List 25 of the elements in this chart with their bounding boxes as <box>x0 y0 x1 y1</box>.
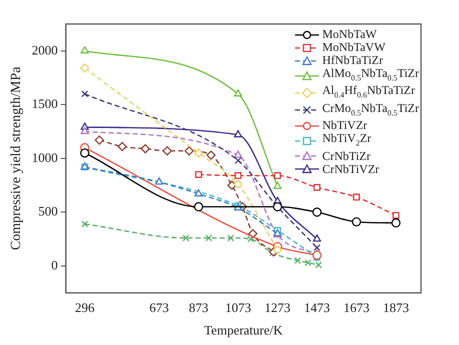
legend-label: MoNbTaVW <box>322 40 386 54</box>
x-tick-label: 1273 <box>264 300 291 316</box>
x-tick-label: 1873 <box>382 300 409 316</box>
x-axis-title: Temperature/K <box>204 322 284 338</box>
x-tick-label: 673 <box>149 300 169 316</box>
y-tick-label: 2000 <box>32 42 58 58</box>
legend-label: CrNbTiZr <box>322 148 370 163</box>
legend-label: MoNbTaW <box>322 27 377 41</box>
legend-label: HfNbTaTiZr <box>322 53 383 67</box>
x-tick-label: 1473 <box>304 300 330 316</box>
legend-label: Al$_{0.4}$Hf$_{0.6}$NbTaTiZr <box>322 83 415 102</box>
x-tick-label: 873 <box>188 300 208 316</box>
legend-label: NbTiVZr <box>322 118 368 132</box>
y-tick-label: 1500 <box>32 96 58 112</box>
legend-label: NbTiV$_{2}$Zr <box>322 131 372 150</box>
x-tick-label: 1673 <box>343 300 370 316</box>
legend-label: CrNbTiVZr <box>322 162 380 176</box>
legend-label: CrMo$_{0.5}$NbTa$_{0.5}$TiZr <box>322 100 419 120</box>
y-tick-label: 500 <box>38 204 58 219</box>
legend-label: AlMo$_{0.5}$NbTa$_{0.5}$TiZr <box>322 66 419 84</box>
y-tick-label: 0 <box>51 257 58 272</box>
x-tick-label: 1073 <box>225 300 252 316</box>
x-tick-label: 296 <box>74 300 95 316</box>
y-tick-label: 1000 <box>32 150 58 165</box>
y-axis-title: Compressive yield strength/MPa <box>9 66 24 250</box>
